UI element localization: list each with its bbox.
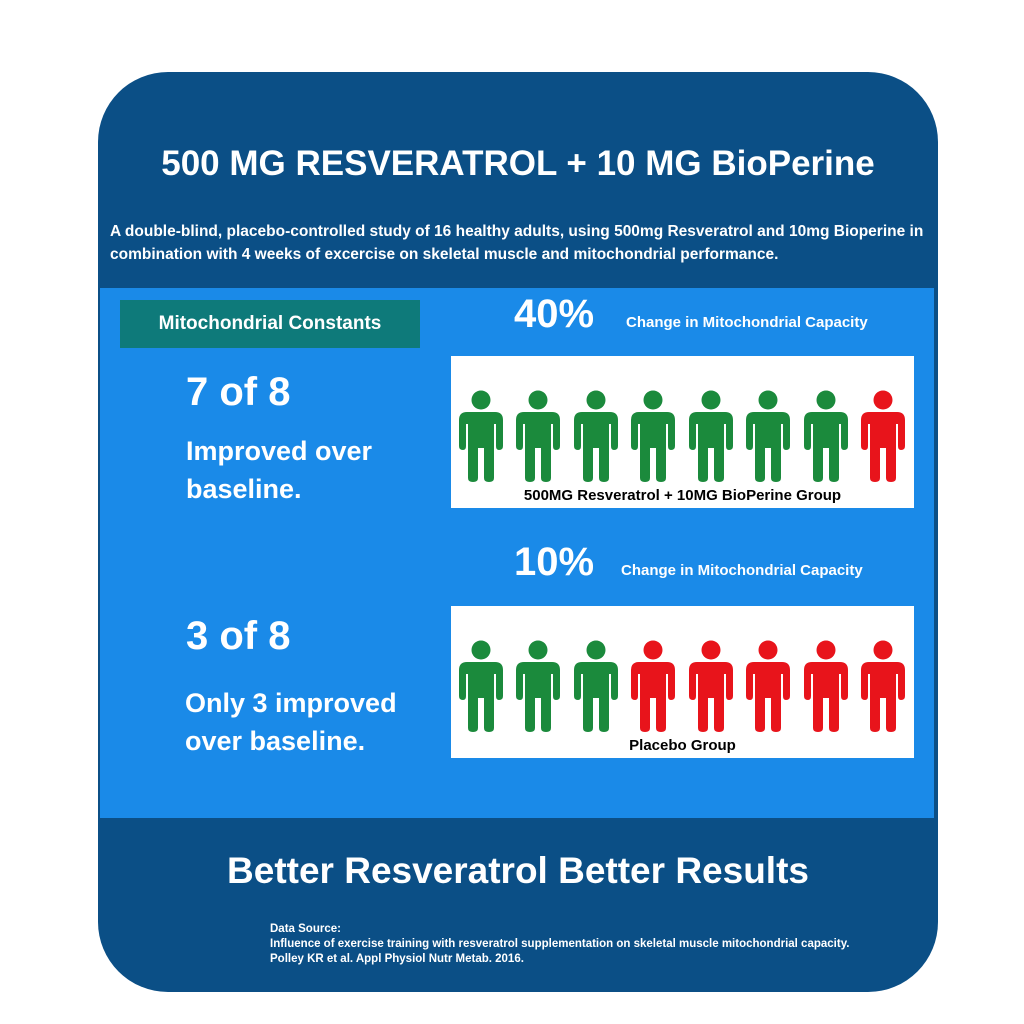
- placebo-figures: [457, 640, 907, 732]
- person-improved-icon: [803, 390, 848, 482]
- person-not-improved-icon: [688, 640, 733, 732]
- treatment-description-line2: baseline.: [186, 474, 302, 504]
- treatment-description: Improved over baseline.: [186, 432, 372, 508]
- person-not-improved-icon: [860, 640, 905, 732]
- placebo-percent-label: Change in Mitochondrial Capacity: [621, 562, 863, 579]
- placebo-count: 3 of 8: [186, 614, 291, 658]
- tagline: Better Resveratrol Better Results: [227, 850, 809, 891]
- treatment-percent: 40%: [514, 292, 595, 336]
- placebo-group-box: Placebo Group: [451, 606, 914, 758]
- infographic-card: 500 MG RESVERATROL + 10 MG BioPerine A d…: [98, 72, 938, 992]
- person-improved-icon: [746, 390, 791, 482]
- person-improved-icon: [516, 640, 561, 732]
- person-improved-icon: [516, 390, 561, 482]
- study-description: A double-blind, placebo-controlled study…: [110, 223, 924, 263]
- person-improved-icon: [573, 640, 618, 732]
- treatment-count: 7 of 8: [186, 370, 291, 414]
- person-not-improved-icon: [803, 640, 848, 732]
- treatment-group-label: 500MG Resveratrol + 10MG BioPerine Group: [523, 487, 842, 504]
- placebo-description-line1: Only 3 improved: [185, 688, 397, 718]
- person-not-improved-icon: [631, 640, 676, 732]
- person-not-improved-icon: [860, 390, 905, 482]
- data-source-citation: Influence of exercise training with resv…: [270, 938, 850, 965]
- treatment-percent-label: Change in Mitochondrial Capacity: [626, 314, 868, 331]
- page-title: 500 MG RESVERATROL + 10 MG BioPerine: [161, 144, 875, 183]
- person-improved-icon: [573, 390, 618, 482]
- mitochondrial-constants-badge: Mitochondrial Constants: [120, 300, 420, 348]
- placebo-description-line2: over baseline.: [185, 726, 366, 756]
- data-source-heading: Data Source:: [270, 923, 341, 935]
- person-improved-icon: [459, 640, 503, 732]
- person-improved-icon: [459, 390, 503, 482]
- results-panel: Mitochondrial Constants 40% Change in Mi…: [100, 288, 934, 818]
- treatment-figures: [457, 390, 907, 482]
- data-source: Data Source: Influence of exercise train…: [270, 922, 870, 967]
- treatment-group-box: 500MG Resveratrol + 10MG BioPerine Group: [451, 356, 914, 508]
- person-improved-icon: [631, 390, 676, 482]
- person-improved-icon: [688, 390, 733, 482]
- placebo-percent: 10%: [514, 540, 595, 584]
- treatment-description-line1: Improved over: [186, 436, 373, 466]
- placebo-description: Only 3 improved over baseline.: [185, 684, 397, 760]
- placebo-group-label: Placebo Group: [629, 737, 736, 754]
- person-not-improved-icon: [746, 640, 791, 732]
